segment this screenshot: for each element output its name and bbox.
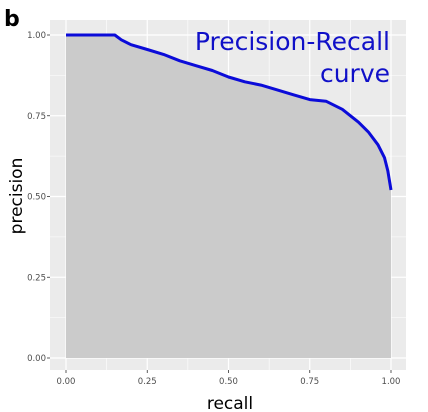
x-tick-label: 0.50 bbox=[219, 377, 238, 387]
x-axis-label: recall bbox=[207, 394, 253, 412]
x-tick-label: 1.00 bbox=[382, 377, 401, 387]
annotation-line-2: curve bbox=[320, 59, 390, 88]
y-tick-label: 0.25 bbox=[27, 273, 46, 283]
pr-area-fill bbox=[66, 35, 391, 358]
axis-ticks: 0.00 0.25 0.50 0.75 1.00 0.00 0.25 0.50 0.75 1.00 bbox=[27, 31, 400, 387]
x-tick-label: 0.00 bbox=[57, 377, 76, 387]
y-tick-label: 0.00 bbox=[27, 354, 46, 364]
x-tick-label: 0.25 bbox=[138, 377, 157, 387]
panel-label: b bbox=[4, 7, 20, 32]
pr-curve-line bbox=[66, 33, 393, 191]
annotation-line-1: Precision-Recall bbox=[195, 27, 390, 56]
x-tick-label: 0.75 bbox=[300, 377, 319, 387]
y-tick-label: 1.00 bbox=[27, 31, 46, 41]
y-axis-label: precision bbox=[7, 158, 27, 235]
y-tick-label: 0.75 bbox=[27, 112, 46, 122]
y-tick-label: 0.50 bbox=[27, 193, 46, 203]
